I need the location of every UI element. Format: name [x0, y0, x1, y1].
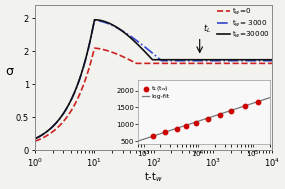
t$_w$= 3000 — [124, 32, 128, 34]
t$_w$=30000 — [60, 114, 64, 116]
t$_w$= 3000 — [33, 138, 37, 140]
t$_w$=30000 — [124, 33, 128, 35]
Legend: t$_w$=0, t$_w$= 3000, t$_w$=30000: t$_w$=0, t$_w$= 3000, t$_w$=30000 — [216, 6, 271, 40]
t$_w$=0 — [135, 62, 138, 64]
t$_w$=0 — [124, 57, 128, 59]
t$_w$=30000 — [266, 59, 269, 61]
t$_w$=0 — [93, 47, 96, 49]
Line: t$_w$=0: t$_w$=0 — [35, 48, 272, 141]
t$_w$=0 — [240, 62, 244, 64]
t$_w$=30000 — [240, 59, 244, 61]
t$_w$=0 — [270, 62, 274, 64]
t$_w$= 3000 — [75, 87, 78, 90]
t$_w$=0 — [266, 62, 269, 64]
t$_w$=30000 — [270, 59, 274, 61]
Line: t$_w$=30000: t$_w$=30000 — [35, 20, 272, 139]
t$_w$=30000 — [33, 138, 37, 140]
t$_w$=0 — [33, 140, 37, 142]
t$_w$= 3000 — [135, 39, 138, 42]
t$_w$= 3000 — [266, 60, 269, 62]
X-axis label: t-t$_w$: t-t$_w$ — [144, 170, 163, 184]
t$_w$= 3000 — [60, 114, 64, 117]
t$_w$=30000 — [93, 19, 96, 21]
t$_w$= 3000 — [240, 60, 244, 62]
t$_w$=30000 — [135, 42, 138, 44]
Line: t$_w$= 3000: t$_w$= 3000 — [35, 20, 272, 139]
Text: $t_L$: $t_L$ — [203, 22, 211, 35]
Y-axis label: σ: σ — [5, 65, 13, 77]
t$_w$=0 — [75, 101, 78, 103]
t$_w$= 3000 — [93, 19, 96, 22]
t$_w$=0 — [60, 122, 64, 124]
t$_w$= 3000 — [270, 60, 274, 62]
t$_w$=30000 — [75, 87, 78, 89]
